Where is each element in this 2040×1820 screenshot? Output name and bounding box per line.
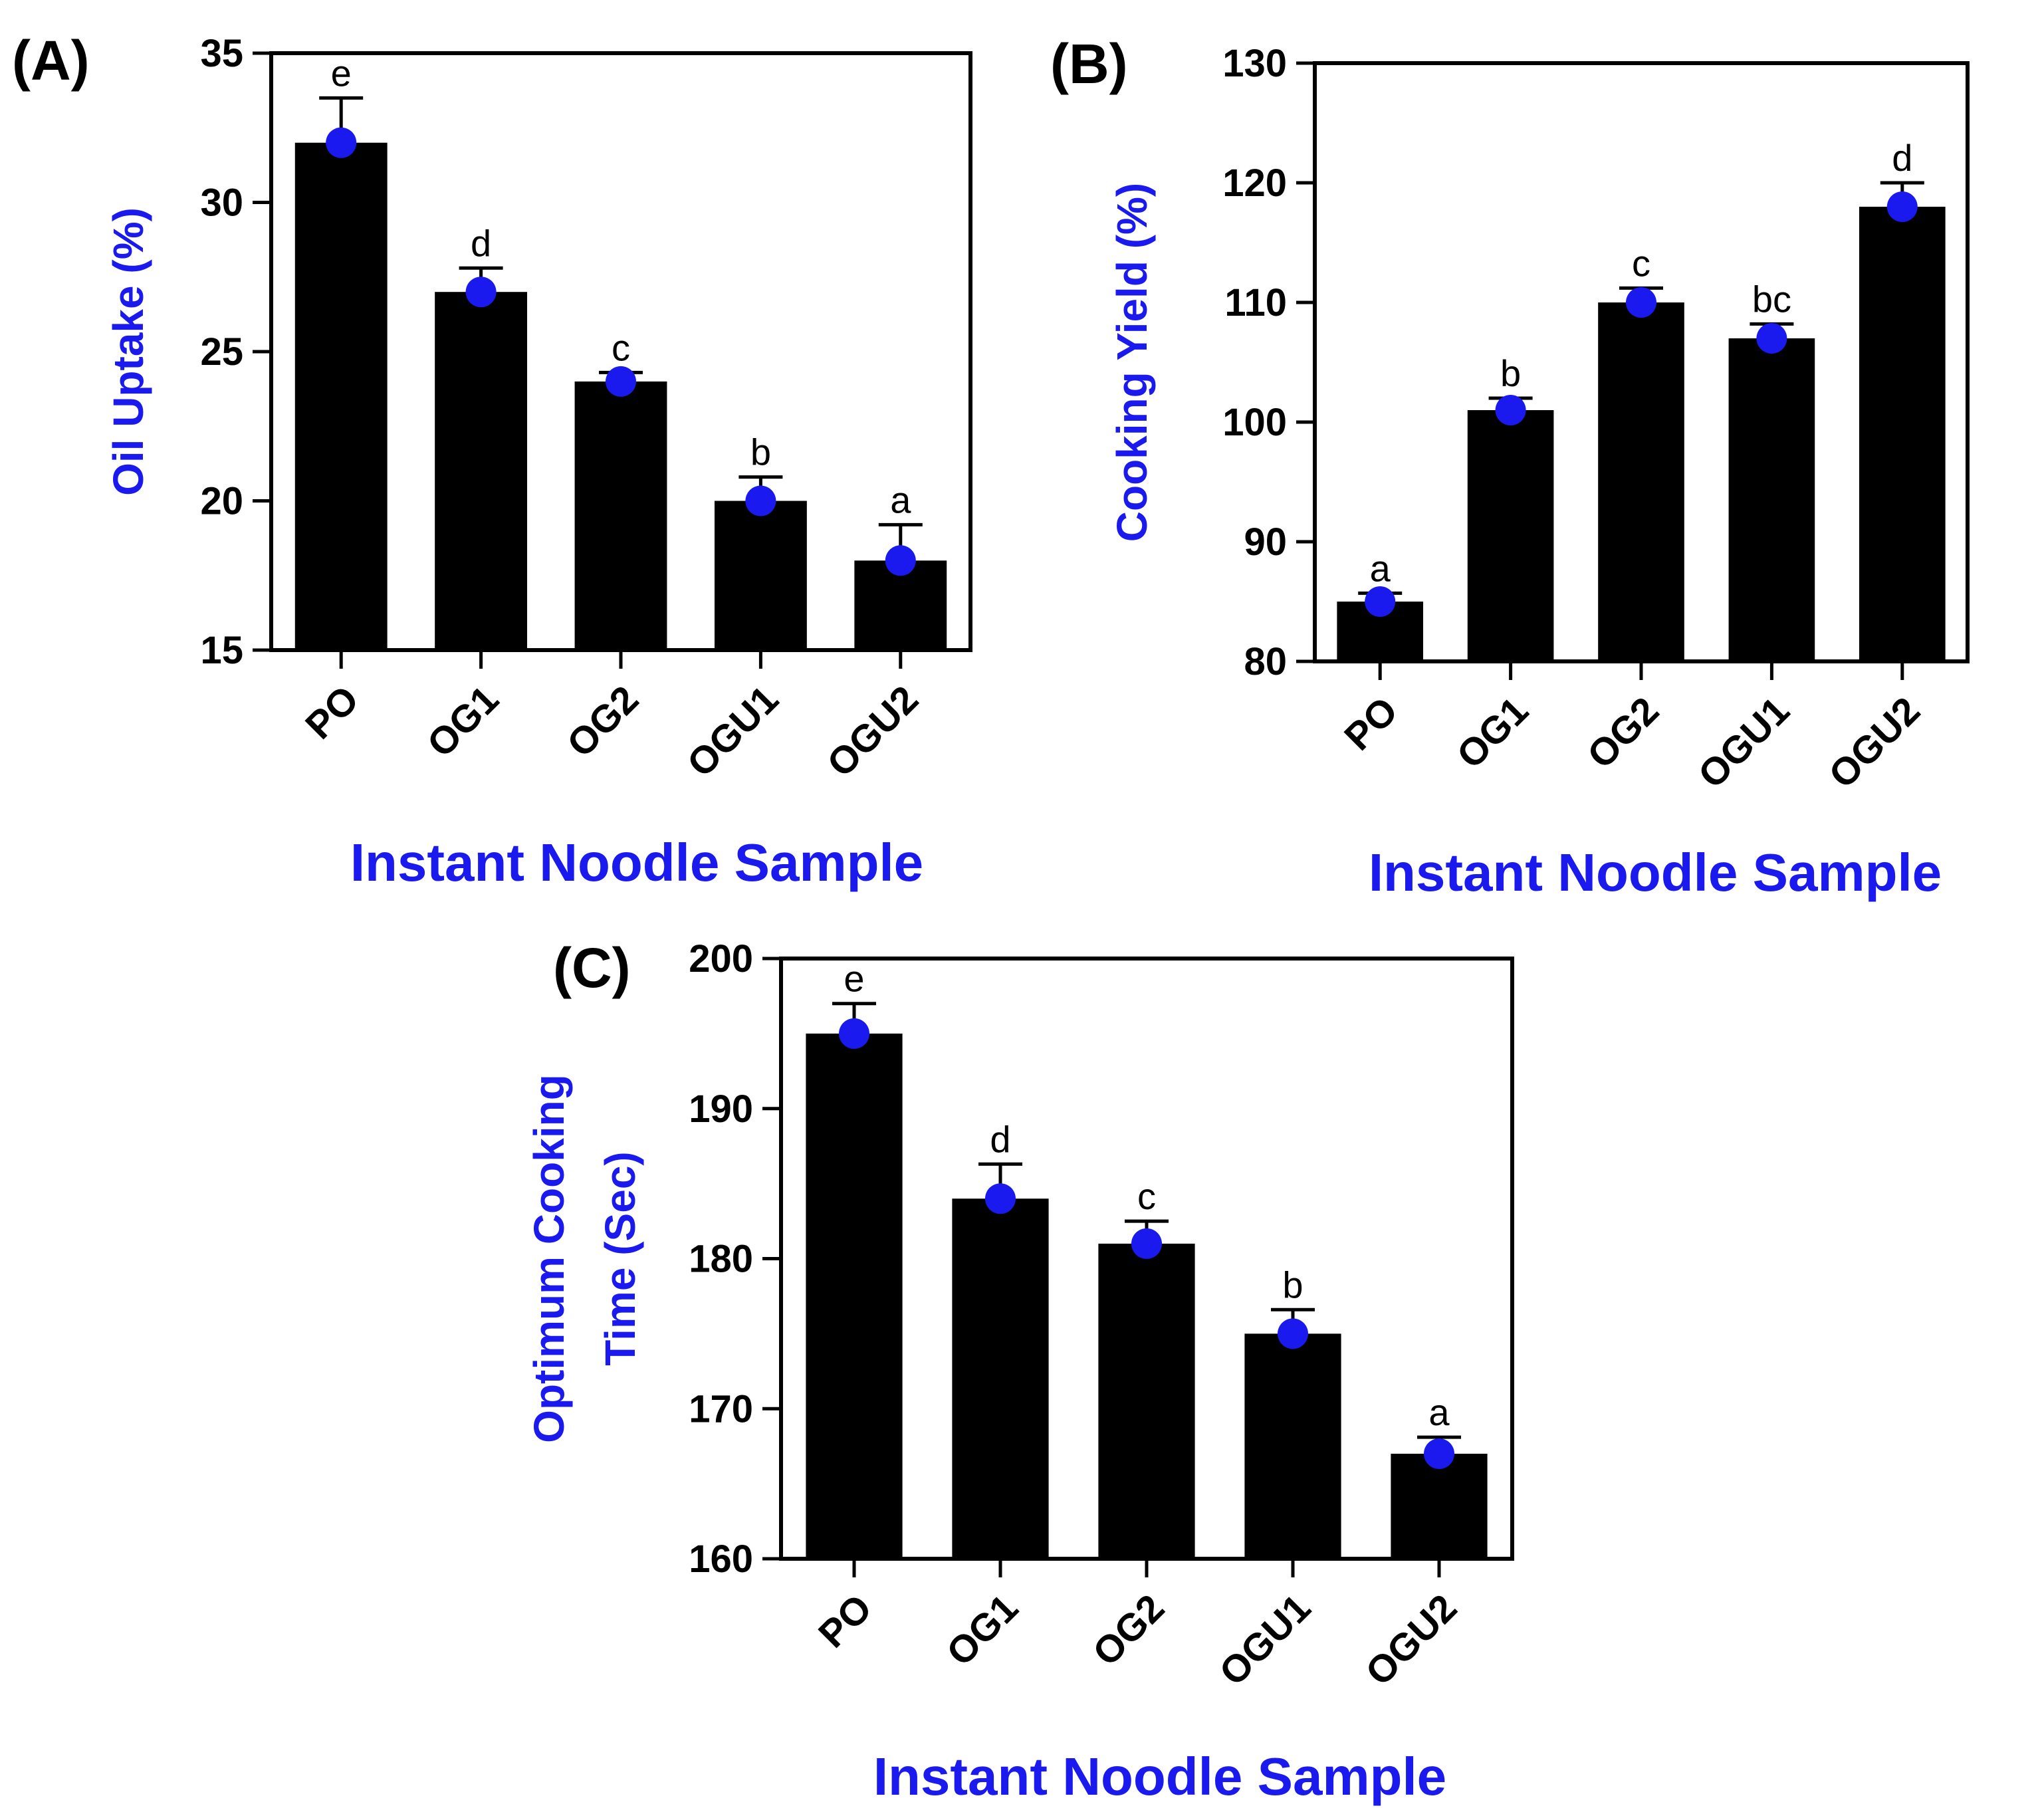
- bar: [435, 292, 528, 650]
- mean-point: [606, 366, 636, 397]
- significance-label: d: [990, 1118, 1010, 1160]
- significance-label: e: [844, 958, 864, 1000]
- category-label: OG2: [1579, 689, 1668, 777]
- category-label: OG1: [1448, 689, 1537, 777]
- y-tick-label: 120: [1222, 162, 1287, 205]
- category-label: OG2: [1085, 1586, 1173, 1674]
- bar: [1598, 302, 1684, 661]
- mean-point: [1365, 586, 1396, 617]
- panel-label: (C): [553, 937, 631, 999]
- y-tick-label: 25: [200, 330, 243, 374]
- y-tick-label: 100: [1222, 401, 1287, 444]
- mean-point: [1886, 191, 1918, 222]
- y-tick-label: 170: [689, 1387, 753, 1430]
- bar: [1859, 207, 1946, 661]
- category-label: OGU1: [1211, 1586, 1319, 1694]
- mean-point: [1278, 1318, 1308, 1349]
- y-tick-label: 110: [1224, 281, 1287, 324]
- bar: [714, 501, 807, 650]
- significance-label: c: [1632, 242, 1650, 284]
- significance-label: b: [1282, 1264, 1303, 1306]
- chart-panel-c: (C) e PO d OG1 c OG2 b OGU1 a OGU2 160 170 180 190 200 O…: [525, 937, 1514, 1806]
- category-label: OG1: [939, 1586, 1027, 1674]
- mean-point: [1424, 1438, 1454, 1469]
- y-tick-label: 180: [689, 1238, 753, 1281]
- x-axis-title: Instant Noodle Sample: [873, 1747, 1446, 1806]
- mean-point: [839, 1018, 869, 1049]
- category-label: OGU1: [1690, 689, 1797, 796]
- y-axis-title: Optimum Cooking: [525, 1074, 573, 1443]
- mean-point: [1626, 287, 1656, 318]
- chart-panel-a: (A) e PO d OG1 c OG2 b OGU1 a OGU2 15 20 25 30 35 Oil Up…: [12, 29, 972, 892]
- significance-label: d: [1892, 137, 1912, 179]
- y-tick-label: 130: [1222, 42, 1287, 85]
- bar: [1244, 1333, 1341, 1559]
- category-label: OGU2: [1357, 1586, 1465, 1694]
- significance-label: a: [1428, 1391, 1450, 1433]
- category-label: OGU2: [819, 677, 927, 785]
- category-label: OG1: [419, 677, 507, 766]
- y-tick-label: 200: [689, 937, 753, 980]
- mean-point: [1495, 395, 1526, 425]
- category-label: PO: [810, 1586, 880, 1656]
- significance-label: bc: [1752, 278, 1791, 320]
- mean-point: [1756, 323, 1787, 354]
- mean-point: [745, 485, 776, 516]
- significance-label: e: [331, 52, 352, 94]
- bar: [1391, 1453, 1488, 1559]
- mean-point: [465, 277, 497, 308]
- y-tick-label: 15: [200, 629, 243, 672]
- plot-frame: [1313, 61, 1970, 663]
- y-tick-label: 20: [200, 480, 243, 523]
- y-tick-label: 30: [200, 181, 243, 225]
- significance-label: a: [1370, 547, 1391, 589]
- significance-label: c: [1137, 1175, 1156, 1217]
- y-tick-label: 35: [200, 32, 243, 75]
- y-axis-title: Time (Sec): [596, 1151, 644, 1366]
- mean-point: [885, 545, 916, 576]
- bar: [806, 1033, 903, 1559]
- category-label: PO: [297, 677, 367, 747]
- mean-point: [326, 127, 357, 158]
- x-axis-title: Instant Noodle Sample: [350, 833, 923, 892]
- significance-label: b: [1500, 352, 1521, 394]
- category-label: OG2: [559, 677, 647, 766]
- y-tick-label: 80: [1244, 640, 1287, 683]
- y-tick-label: 190: [689, 1087, 753, 1131]
- bar: [1098, 1243, 1195, 1559]
- y-tick-label: 160: [689, 1537, 753, 1581]
- mean-point: [985, 1183, 1016, 1214]
- y-axis-title: Oil Uptake (%): [104, 207, 152, 496]
- significance-label: c: [612, 326, 630, 368]
- chart-panel-b: (B) a PO b OG1 c OG2 bc OGU1 d OGU2 80 90 100 110 120 13…: [1050, 33, 1970, 902]
- panel-label: (B): [1050, 33, 1128, 95]
- significance-label: a: [890, 479, 911, 520]
- significance-label: b: [750, 431, 771, 473]
- bar: [574, 381, 667, 650]
- category-label: PO: [1336, 689, 1406, 758]
- bar: [1467, 410, 1554, 661]
- panel-label: (A): [12, 29, 90, 92]
- significance-label: d: [471, 222, 491, 264]
- bar: [294, 142, 388, 650]
- x-axis-title: Instant Noodle Sample: [1369, 843, 1942, 902]
- bar: [1728, 338, 1815, 661]
- mean-point: [1131, 1228, 1162, 1259]
- category-label: OGU2: [1821, 689, 1928, 796]
- y-tick-label: 90: [1244, 520, 1287, 564]
- category-label: OGU1: [679, 677, 786, 785]
- y-axis-title: Cooking Yield (%): [1108, 183, 1156, 542]
- bar: [952, 1198, 1049, 1559]
